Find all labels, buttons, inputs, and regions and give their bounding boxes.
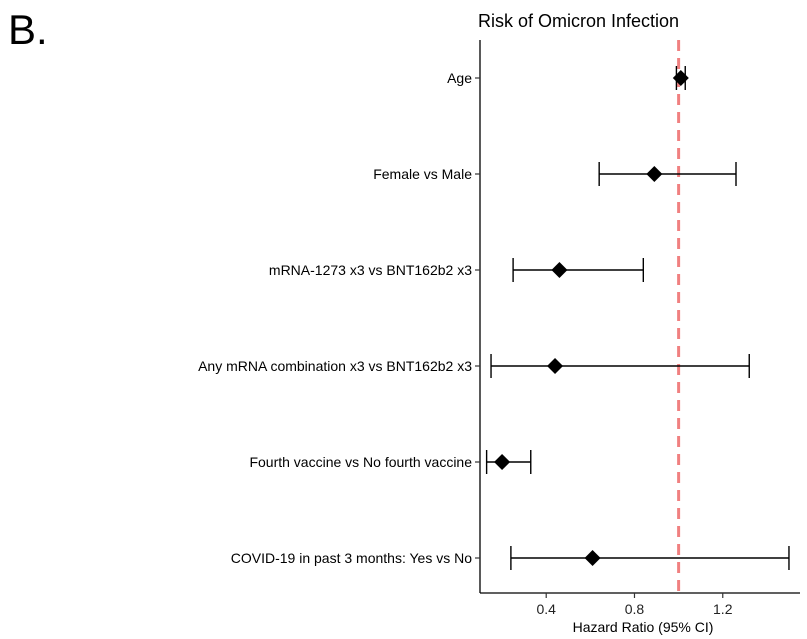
category-label: Age xyxy=(447,70,472,86)
category-label: Female vs Male xyxy=(373,166,472,182)
estimate-marker xyxy=(551,262,568,278)
chart-title: Risk of Omicron Infection xyxy=(478,11,679,31)
forest-row: mRNA-1273 x3 vs BNT162b2 x3 xyxy=(269,258,645,282)
category-label: mRNA-1273 x3 vs BNT162b2 x3 xyxy=(269,262,472,278)
x-axis-title: Hazard Ratio (95% CI) xyxy=(573,619,714,635)
estimate-marker xyxy=(547,358,564,374)
x-tick-label: 1.2 xyxy=(713,601,733,617)
estimate-marker xyxy=(646,166,663,182)
estimate-marker xyxy=(494,454,511,470)
axes: 0.4 0.8 1.2 xyxy=(479,40,800,617)
forest-row: Age xyxy=(447,66,689,90)
category-label: COVID-19 in past 3 months: Yes vs No xyxy=(231,550,472,566)
x-tick-label: 0.8 xyxy=(625,601,645,617)
category-label: Fourth vaccine vs No fourth vaccine xyxy=(249,454,472,470)
forest-row: Fourth vaccine vs No fourth vaccine xyxy=(249,450,532,474)
panel-letter: B. xyxy=(8,6,48,53)
forest-row: Female vs Male xyxy=(373,162,737,186)
rows: Age Female vs Male mRNA-1273 x3 vs BNT162b… xyxy=(198,66,790,570)
estimate-marker xyxy=(672,70,689,86)
forest-row: Any mRNA combination x3 vs BNT162b2 x3 xyxy=(198,354,750,378)
x-tick-label: 0.4 xyxy=(536,601,556,617)
forest-row: COVID-19 in past 3 months: Yes vs No xyxy=(231,546,790,570)
estimate-marker xyxy=(584,550,601,566)
category-label: Any mRNA combination x3 vs BNT162b2 x3 xyxy=(198,358,472,374)
